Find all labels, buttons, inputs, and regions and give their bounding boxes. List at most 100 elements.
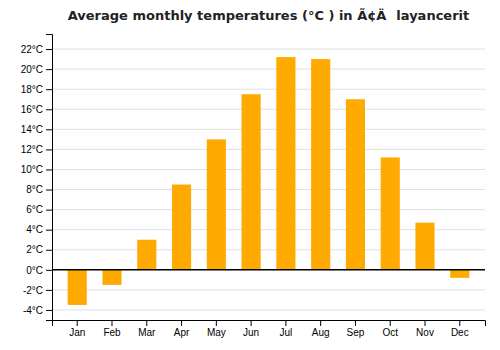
bar	[450, 270, 469, 278]
grid-line	[52, 49, 485, 50]
grid-line	[52, 109, 485, 110]
bar	[381, 157, 400, 269]
zero-line	[52, 269, 485, 271]
grid-line	[52, 89, 485, 90]
bar	[242, 94, 261, 270]
x-tick-mark	[181, 320, 182, 326]
bar	[346, 99, 365, 270]
y-tick-label: 8°C	[26, 184, 43, 195]
y-tick-label: 6°C	[26, 204, 43, 215]
y-tick: 4°C	[26, 224, 52, 235]
y-tick-label: 20°C	[21, 64, 43, 75]
bars	[68, 57, 470, 305]
x-tick-label: Jun	[243, 327, 259, 338]
x-tick-label: Mar	[138, 327, 156, 338]
x-tick: Nov	[416, 320, 434, 338]
x-tick-mark	[320, 320, 321, 326]
x-tick-mark	[390, 320, 391, 326]
y-tick: 12°C	[21, 144, 52, 155]
y-tick: 10°C	[21, 164, 52, 175]
chart: -4°C -2°C 0°C 2°C 4°C 6°C 8°C 10°C 12°C 14°C 16°C 1…	[0, 0, 500, 350]
y-axis: -4°C -2°C 0°C 2°C 4°C 6°C 8°C 10°C 12°C 14°C 16°C 1…	[21, 35, 53, 321]
y-tick-label: -4°C	[23, 305, 43, 316]
x-tick-mark	[425, 320, 426, 326]
y-tick: 16°C	[21, 104, 52, 115]
y-tick-mark	[46, 310, 52, 311]
y-tick-mark	[46, 89, 52, 90]
grid-line	[52, 189, 485, 190]
y-tick-mark	[46, 230, 52, 231]
x-tick: May	[207, 320, 226, 338]
x-tick-mark	[111, 320, 112, 326]
bar	[207, 139, 226, 269]
y-tick-mark	[46, 149, 52, 150]
y-tick-label: 10°C	[21, 164, 43, 175]
bar	[102, 270, 121, 285]
grid-line	[52, 69, 485, 70]
x-tick-mark	[77, 320, 78, 326]
x-tick: Jan	[69, 320, 85, 338]
y-tick-label: 12°C	[21, 144, 43, 155]
grid-line	[52, 309, 485, 310]
x-tick: Mar	[138, 320, 156, 338]
x-tick: Aug	[312, 320, 330, 338]
grid-line	[52, 269, 485, 270]
y-tick-mark	[46, 210, 52, 211]
x-tick-label: May	[207, 327, 226, 338]
x-tick-mark	[216, 320, 217, 326]
y-tick-label: 4°C	[26, 224, 43, 235]
y-tick-label: 14°C	[21, 124, 43, 135]
bar	[68, 270, 87, 305]
y-tick-label: 22°C	[21, 44, 43, 55]
x-tick: Feb	[103, 320, 121, 338]
plot: -4°C -2°C 0°C 2°C 4°C 6°C 8°C 10°C 12°C 14°C 16°C 1…	[21, 35, 486, 339]
grid-line	[52, 289, 485, 290]
x-tick: Dec	[451, 320, 469, 338]
bar	[415, 223, 434, 270]
y-tick: 6°C	[26, 204, 52, 215]
title: Average monthly temperatures (°C ) in Ã¢…	[68, 8, 470, 23]
x-tick: Jul	[279, 320, 292, 338]
y-tick: -4°C	[23, 305, 52, 316]
x-tick-label: Aug	[312, 327, 330, 338]
x-tick-mark	[251, 320, 252, 326]
grid-line	[52, 129, 485, 130]
y-tick-mark	[46, 129, 52, 130]
y-tick-mark	[46, 69, 52, 70]
y-tick-label: 0°C	[26, 265, 43, 276]
y-tick: 18°C	[21, 84, 52, 95]
y-tick: 14°C	[21, 124, 52, 135]
y-tick-mark	[46, 169, 52, 170]
y-tick: -2°C	[23, 285, 52, 296]
y-tick-mark	[46, 290, 52, 291]
x-tick: Oct	[382, 320, 398, 338]
x-tick-label: Sep	[347, 327, 365, 338]
y-tick-mark	[46, 109, 52, 110]
x-tick-mark	[285, 320, 286, 326]
y-tick-mark	[46, 49, 52, 50]
y-tick: 22°C	[21, 44, 52, 55]
x-tick-mark	[459, 320, 460, 326]
x-tick-label: Oct	[382, 327, 398, 338]
y-tick: 8°C	[26, 184, 52, 195]
y-tick-mark	[46, 250, 52, 251]
x-tick: Apr	[174, 320, 190, 338]
bar	[311, 59, 330, 270]
y-tick-mark	[46, 270, 52, 271]
x-tick-mark	[355, 320, 356, 326]
x-axis: Jan Feb Mar Apr May Jun Jul Aug Sep Oct Nov Dec	[53, 320, 486, 338]
grid	[52, 49, 485, 310]
bar	[137, 240, 156, 270]
y-tick-label: 16°C	[21, 104, 43, 115]
y-tick-label: 2°C	[26, 244, 43, 255]
grid-line	[52, 169, 485, 170]
y-tick-label: -2°C	[23, 285, 43, 296]
y-tick: 2°C	[26, 244, 52, 255]
x-tick-mark	[146, 320, 147, 326]
y-tick-label: 18°C	[21, 84, 43, 95]
bar	[172, 185, 191, 270]
x-tick-label: Feb	[103, 327, 121, 338]
x-tick: Jun	[243, 320, 259, 338]
grid-line	[52, 209, 485, 210]
x-axis-line	[53, 321, 486, 327]
